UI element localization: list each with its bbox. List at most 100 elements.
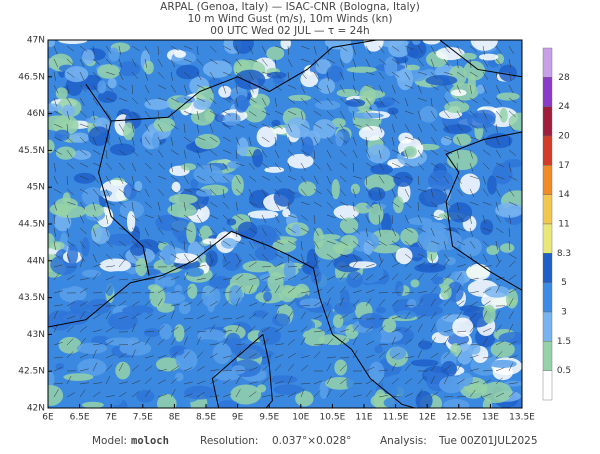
colorbar-segment <box>543 312 552 341</box>
field-patch <box>144 328 160 337</box>
colorbar-segment <box>543 77 552 106</box>
colorbar-label: 0.5 <box>557 366 571 376</box>
colorbar-label: 20 <box>558 132 570 142</box>
field-patch <box>97 64 120 79</box>
field-patch <box>335 244 354 255</box>
field-patch <box>300 298 323 308</box>
lon-label: 9.5E <box>259 413 279 423</box>
lat-label: 42.5N <box>18 367 45 377</box>
field-patch <box>97 80 106 93</box>
field-patch <box>481 382 512 403</box>
field-patch <box>234 95 248 113</box>
field-patch <box>333 314 343 328</box>
lat-label: 43.5N <box>18 293 45 303</box>
field-patch <box>193 165 223 184</box>
field-patch <box>383 374 414 395</box>
field-patch <box>440 285 451 299</box>
field-patch <box>59 337 82 354</box>
field-patch <box>152 132 160 149</box>
field-patch <box>70 132 89 142</box>
field-patch <box>74 173 96 184</box>
field-patch <box>443 399 469 412</box>
field-patch <box>82 402 104 408</box>
field-patch <box>451 89 467 96</box>
field-patch <box>300 71 318 87</box>
field-patch <box>108 78 117 88</box>
lon-label: 12.5E <box>446 413 472 423</box>
coastline <box>522 77 528 129</box>
field-patch <box>374 345 382 353</box>
field-patch <box>500 243 514 253</box>
field-patch <box>485 133 512 148</box>
field-patch <box>106 271 131 279</box>
field-patch <box>483 305 496 324</box>
colorbar-label: 17 <box>558 161 569 171</box>
field-patch <box>115 362 130 380</box>
lon-label: 11.5E <box>383 413 409 423</box>
colorbar-label: 3 <box>561 308 567 318</box>
field-patch <box>195 134 220 149</box>
lat-label: 46.5N <box>18 72 45 82</box>
field-patch <box>351 184 360 195</box>
field-patch <box>106 234 137 246</box>
field-patch <box>203 60 232 77</box>
field-patch <box>346 271 362 287</box>
field-patch <box>395 281 404 296</box>
field-patch <box>267 72 287 79</box>
header-line: ARPAL (Genoa, Italy) — ISAC-CNR (Bologna… <box>160 1 420 13</box>
map <box>33 29 532 413</box>
field-patch <box>487 175 497 194</box>
field-patch <box>376 307 386 314</box>
field-patch <box>105 281 113 296</box>
field-patch <box>209 79 223 86</box>
field-patch <box>346 375 355 390</box>
colorbar-segment <box>543 48 552 77</box>
field-patch <box>67 244 78 265</box>
field-patch <box>186 222 196 244</box>
field-patch <box>218 86 231 98</box>
field-patch <box>419 265 441 271</box>
field-patch <box>461 53 477 60</box>
header-line: 00 UTC Wed 02 JUL — τ = 24h <box>210 25 369 37</box>
field-patch <box>273 384 303 395</box>
field-patch <box>264 167 284 173</box>
lat-label: 45N <box>27 183 45 193</box>
field-patch <box>257 384 266 392</box>
field-patch <box>444 101 469 113</box>
lon-label: 7.5E <box>133 413 153 423</box>
field-patch <box>366 296 393 305</box>
colorbar-segment <box>543 107 552 136</box>
field-patch <box>127 211 135 232</box>
colorbar-segment <box>543 224 552 253</box>
field-patch <box>187 284 197 299</box>
field-patch <box>423 235 445 253</box>
lon-label: 9E <box>232 413 244 423</box>
field-patch <box>497 92 520 100</box>
field-patch <box>58 37 87 44</box>
field-patch <box>270 354 279 371</box>
lat-label: 46N <box>27 109 45 119</box>
field-patch <box>108 312 138 330</box>
field-patch <box>302 137 314 157</box>
field-patch <box>56 87 68 99</box>
field-patch <box>460 174 480 195</box>
lon-label: 8.5E <box>196 413 216 423</box>
field-patch <box>100 258 131 272</box>
field-patch <box>412 304 443 316</box>
field-patch <box>436 47 465 60</box>
field-patch <box>62 104 75 116</box>
field-patch <box>181 163 196 170</box>
field-patch <box>110 144 135 156</box>
field-patch <box>485 286 510 298</box>
field-patch <box>369 204 384 225</box>
field-patch <box>423 371 436 377</box>
field-patch <box>382 318 396 332</box>
field-patch <box>407 299 416 308</box>
footer-label: Model: <box>92 435 127 447</box>
field-patch <box>292 224 301 236</box>
field-patch <box>272 313 290 326</box>
colorbar-label: 5 <box>561 278 567 288</box>
field-patch <box>56 146 76 159</box>
footer-label: Analysis: <box>380 435 427 447</box>
